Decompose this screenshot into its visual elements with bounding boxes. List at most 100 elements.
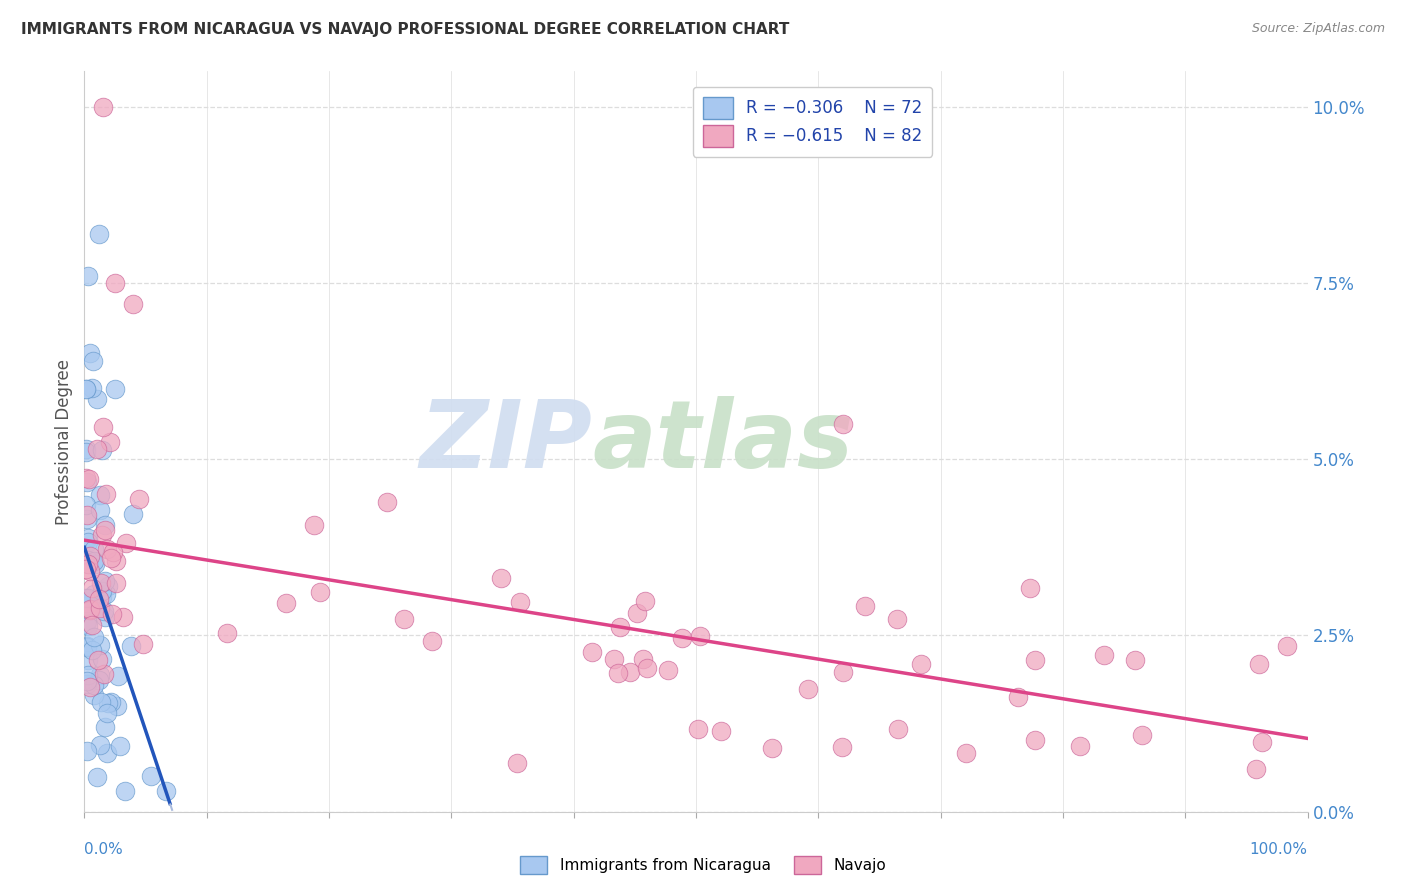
Point: [122, 507, 145, 521]
Point: [79, 602, 101, 616]
Point: [98, 435, 121, 450]
Point: [79, 549, 101, 563]
Point: [87, 591, 110, 606]
Point: [111, 609, 134, 624]
Legend: R = −0.306    N = 72, R = −0.615    N = 82: R = −0.306 N = 72, R = −0.615 N = 82: [693, 87, 932, 157]
Point: [75, 471, 97, 485]
Point: [506, 756, 529, 771]
Point: [103, 545, 125, 559]
Point: [107, 669, 129, 683]
Point: [75, 382, 97, 396]
Point: [76, 508, 98, 522]
Point: [955, 746, 977, 760]
Point: [96, 706, 118, 720]
Point: [76, 744, 98, 758]
Point: [77, 552, 100, 566]
Point: [80, 381, 103, 395]
Point: [94, 609, 117, 624]
Point: [73, 591, 96, 605]
Point: [796, 681, 818, 696]
Point: [132, 637, 155, 651]
Text: 0.0%: 0.0%: [84, 842, 124, 857]
Point: [75, 442, 97, 456]
Point: [86, 392, 108, 406]
Point: [75, 562, 97, 576]
Point: [671, 632, 693, 646]
Point: [80, 643, 103, 657]
Point: [76, 653, 98, 667]
Text: IMMIGRANTS FROM NICARAGUA VS NAVAJO PROFESSIONAL DEGREE CORRELATION CHART: IMMIGRANTS FROM NICARAGUA VS NAVAJO PROF…: [21, 22, 789, 37]
Point: [887, 722, 910, 736]
Point: [87, 673, 110, 687]
Point: [607, 666, 630, 681]
Text: Source: ZipAtlas.com: Source: ZipAtlas.com: [1251, 22, 1385, 36]
Point: [96, 541, 118, 556]
Point: [76, 640, 98, 654]
Point: [79, 603, 101, 617]
Point: [75, 616, 97, 631]
Point: [94, 720, 117, 734]
Point: [83, 630, 105, 644]
Point: [491, 571, 513, 585]
Point: [761, 740, 783, 755]
Point: [91, 651, 114, 665]
Point: [886, 612, 908, 626]
Point: [420, 634, 443, 648]
Point: [82, 555, 104, 569]
Point: [86, 770, 108, 784]
Point: [96, 746, 118, 760]
Point: [114, 783, 136, 797]
Point: [1275, 639, 1298, 653]
Point: [89, 488, 111, 502]
Point: [128, 492, 150, 507]
Point: [80, 618, 103, 632]
Point: [82, 353, 104, 368]
Point: [619, 665, 641, 679]
Point: [104, 276, 127, 290]
Point: [91, 591, 114, 605]
Point: [75, 498, 97, 512]
Point: [94, 486, 117, 500]
Point: [89, 738, 111, 752]
Point: [90, 695, 112, 709]
Point: [120, 639, 142, 653]
Point: [581, 645, 603, 659]
Point: [83, 587, 105, 601]
Point: [100, 551, 122, 566]
Point: [108, 739, 131, 753]
Point: [87, 227, 110, 241]
Point: [83, 688, 105, 702]
Point: [377, 494, 399, 508]
Point: [101, 607, 124, 621]
Point: [89, 638, 111, 652]
Point: [75, 445, 97, 459]
Point: [1069, 739, 1091, 753]
Point: [710, 724, 733, 739]
Point: [73, 555, 96, 569]
Point: [76, 512, 98, 526]
Point: [79, 680, 101, 694]
Point: [688, 722, 710, 736]
Point: [91, 420, 114, 434]
Point: [94, 523, 117, 537]
Point: [1130, 728, 1153, 742]
Point: [97, 579, 120, 593]
Point: [75, 556, 97, 570]
Point: [87, 653, 110, 667]
Point: [689, 629, 711, 643]
Point: [626, 606, 648, 620]
Point: [509, 595, 531, 609]
Point: [76, 673, 98, 688]
Point: [1123, 652, 1146, 666]
Point: [105, 554, 128, 568]
Point: [122, 297, 145, 311]
Point: [91, 442, 114, 457]
Point: [831, 739, 853, 754]
Point: [853, 599, 876, 614]
Point: [104, 382, 127, 396]
Text: 100.0%: 100.0%: [1250, 842, 1308, 857]
Y-axis label: Professional Degree: Professional Degree: [55, 359, 73, 524]
Point: [94, 574, 117, 588]
Point: [105, 698, 128, 713]
Point: [79, 346, 101, 360]
